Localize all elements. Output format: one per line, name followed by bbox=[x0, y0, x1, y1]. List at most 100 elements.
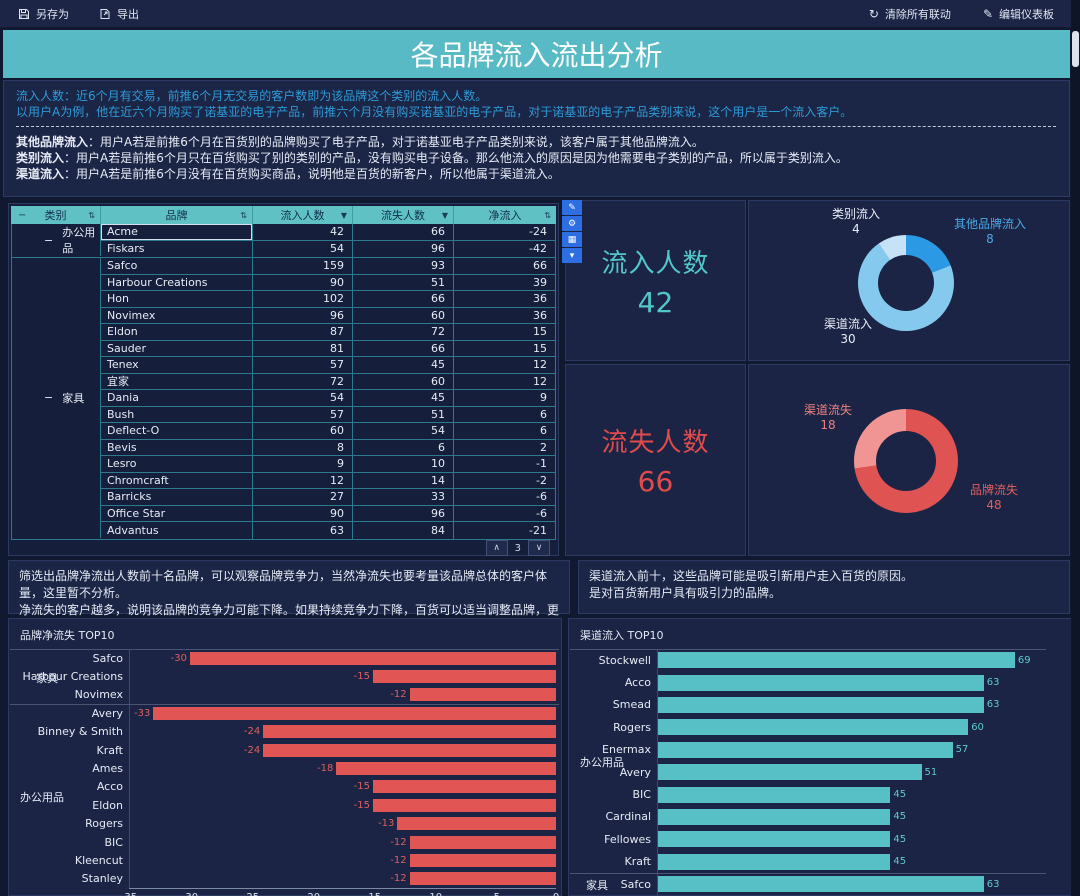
bar[interactable] bbox=[153, 706, 556, 720]
scrollbar-thumb[interactable] bbox=[1072, 31, 1079, 67]
brand-cell[interactable]: 宜家 bbox=[101, 373, 253, 389]
net-inflow-cell[interactable]: -6 bbox=[454, 489, 556, 505]
bar[interactable] bbox=[397, 817, 556, 831]
net-inflow-cell[interactable]: -24 bbox=[454, 224, 556, 240]
brand-cell[interactable]: Advantus bbox=[101, 522, 253, 539]
collapse-all-icon[interactable]: − bbox=[18, 209, 27, 221]
outflow-cell[interactable]: 51 bbox=[353, 406, 454, 422]
filter-icon[interactable]: ▼ bbox=[441, 210, 448, 220]
column-header-outflow[interactable]: 流失人数 ▼ bbox=[353, 206, 454, 224]
bar[interactable] bbox=[657, 808, 891, 825]
bar[interactable] bbox=[190, 651, 556, 665]
save-as-button[interactable]: 另存为 bbox=[18, 6, 69, 22]
brand-cell[interactable]: Hon bbox=[101, 291, 253, 307]
brand-cell[interactable]: Barricks bbox=[101, 489, 253, 505]
inflow-cell[interactable]: 8 bbox=[253, 439, 353, 455]
brand-cell[interactable]: Safco bbox=[101, 258, 253, 274]
widget-dropdown-button[interactable]: ▾ bbox=[562, 248, 582, 263]
bar[interactable] bbox=[373, 780, 556, 794]
bar[interactable] bbox=[263, 725, 556, 739]
outflow-cell[interactable]: 60 bbox=[353, 373, 454, 389]
clear-linkage-button[interactable]: ↻ 清除所有联动 bbox=[869, 6, 951, 22]
outflow-cell[interactable]: 10 bbox=[353, 456, 454, 472]
brand-cell[interactable]: Bush bbox=[101, 406, 253, 422]
brand-cell[interactable]: Sauder bbox=[101, 340, 253, 356]
brand-cell[interactable]: Bevis bbox=[101, 439, 253, 455]
widget-settings-button[interactable]: ⚙ bbox=[562, 216, 582, 231]
bar[interactable] bbox=[263, 743, 556, 757]
category-group-cell[interactable]: − 家具 bbox=[12, 258, 101, 538]
page-up-button[interactable]: ∧ bbox=[485, 540, 508, 556]
net-inflow-cell[interactable]: 9 bbox=[454, 390, 556, 406]
net-inflow-cell[interactable]: -6 bbox=[454, 505, 556, 521]
sort-icon[interactable]: ⇅ bbox=[88, 210, 95, 220]
brand-cell[interactable]: Fiskars bbox=[101, 240, 253, 257]
brand-cell[interactable]: Harbour Creations bbox=[101, 274, 253, 290]
bar[interactable] bbox=[657, 696, 984, 713]
outflow-cell[interactable]: 66 bbox=[353, 340, 454, 356]
page-down-button[interactable]: ∨ bbox=[528, 540, 550, 556]
bar[interactable] bbox=[657, 652, 1015, 669]
inflow-cell[interactable]: 57 bbox=[253, 357, 353, 373]
inflow-cell[interactable]: 9 bbox=[253, 456, 353, 472]
inflow-cell[interactable]: 42 bbox=[253, 224, 353, 240]
net-inflow-cell[interactable]: -1 bbox=[454, 456, 556, 472]
widget-edit-button[interactable]: ✎ bbox=[562, 200, 582, 215]
outflow-cell[interactable]: 45 bbox=[353, 357, 454, 373]
brand-cell[interactable]: Tenex bbox=[101, 357, 253, 373]
filter-icon[interactable]: ▼ bbox=[340, 210, 347, 220]
outflow-cell[interactable]: 72 bbox=[353, 324, 454, 340]
outflow-cell[interactable]: 60 bbox=[353, 307, 454, 323]
inflow-cell[interactable]: 57 bbox=[253, 406, 353, 422]
inflow-cell[interactable]: 54 bbox=[253, 240, 353, 257]
bar[interactable] bbox=[373, 670, 556, 684]
brand-cell[interactable]: Deflect-O bbox=[101, 423, 253, 439]
bar[interactable] bbox=[657, 853, 891, 870]
bar[interactable] bbox=[657, 876, 984, 893]
inflow-donut-chart[interactable] bbox=[858, 235, 954, 331]
net-inflow-cell[interactable]: -42 bbox=[454, 240, 556, 257]
widget-chart-type-button[interactable]: ▦ bbox=[562, 232, 582, 247]
outflow-cell[interactable]: 51 bbox=[353, 274, 454, 290]
inflow-cell[interactable]: 12 bbox=[253, 472, 353, 488]
column-header-net-inflow[interactable]: 净流入 ⇅ bbox=[488, 209, 552, 222]
brand-cell[interactable]: Acme bbox=[101, 224, 253, 240]
export-button[interactable]: 导出 bbox=[99, 6, 139, 22]
inflow-cell[interactable]: 72 bbox=[253, 373, 353, 389]
outflow-cell[interactable]: 33 bbox=[353, 489, 454, 505]
bar[interactable] bbox=[409, 853, 556, 867]
brand-cell[interactable]: Office Star bbox=[101, 505, 253, 521]
net-inflow-cell[interactable]: 12 bbox=[454, 373, 556, 389]
outflow-cell[interactable]: 96 bbox=[353, 505, 454, 521]
inflow-cell[interactable]: 159 bbox=[253, 258, 353, 274]
inflow-cell[interactable]: 81 bbox=[253, 340, 353, 356]
net-inflow-cell[interactable]: 15 bbox=[454, 324, 556, 340]
sort-icon[interactable]: ⇅ bbox=[544, 210, 551, 220]
bar[interactable] bbox=[336, 762, 556, 776]
outflow-cell[interactable]: 45 bbox=[353, 390, 454, 406]
net-inflow-cell[interactable]: 6 bbox=[454, 406, 556, 422]
net-inflow-cell[interactable]: 12 bbox=[454, 357, 556, 373]
column-header-brand[interactable]: 品牌 ⇅ bbox=[101, 206, 253, 224]
inflow-cell[interactable]: 60 bbox=[253, 423, 353, 439]
outflow-cell[interactable]: 6 bbox=[353, 439, 454, 455]
net-inflow-cell[interactable]: 39 bbox=[454, 274, 556, 290]
bar[interactable] bbox=[657, 764, 922, 781]
bar[interactable] bbox=[657, 786, 891, 803]
category-group-cell[interactable]: − 办公用品 bbox=[12, 224, 101, 256]
bar[interactable] bbox=[657, 831, 891, 848]
net-inflow-cell[interactable]: 6 bbox=[454, 423, 556, 439]
brand-cell[interactable]: Eldon bbox=[101, 324, 253, 340]
bar[interactable] bbox=[409, 688, 556, 702]
net-inflow-cell[interactable]: 2 bbox=[454, 439, 556, 455]
inflow-cell[interactable]: 27 bbox=[253, 489, 353, 505]
net-inflow-cell[interactable]: 36 bbox=[454, 291, 556, 307]
column-header-category[interactable]: − 类别 ⇅ bbox=[11, 206, 101, 224]
outflow-cell[interactable]: 93 bbox=[353, 258, 454, 274]
inflow-cell[interactable]: 90 bbox=[253, 274, 353, 290]
brand-cell[interactable]: Dania bbox=[101, 390, 253, 406]
brand-cell[interactable]: Chromcraft bbox=[101, 472, 253, 488]
bar[interactable] bbox=[409, 872, 556, 886]
inflow-cell[interactable]: 102 bbox=[253, 291, 353, 307]
inflow-cell[interactable]: 96 bbox=[253, 307, 353, 323]
